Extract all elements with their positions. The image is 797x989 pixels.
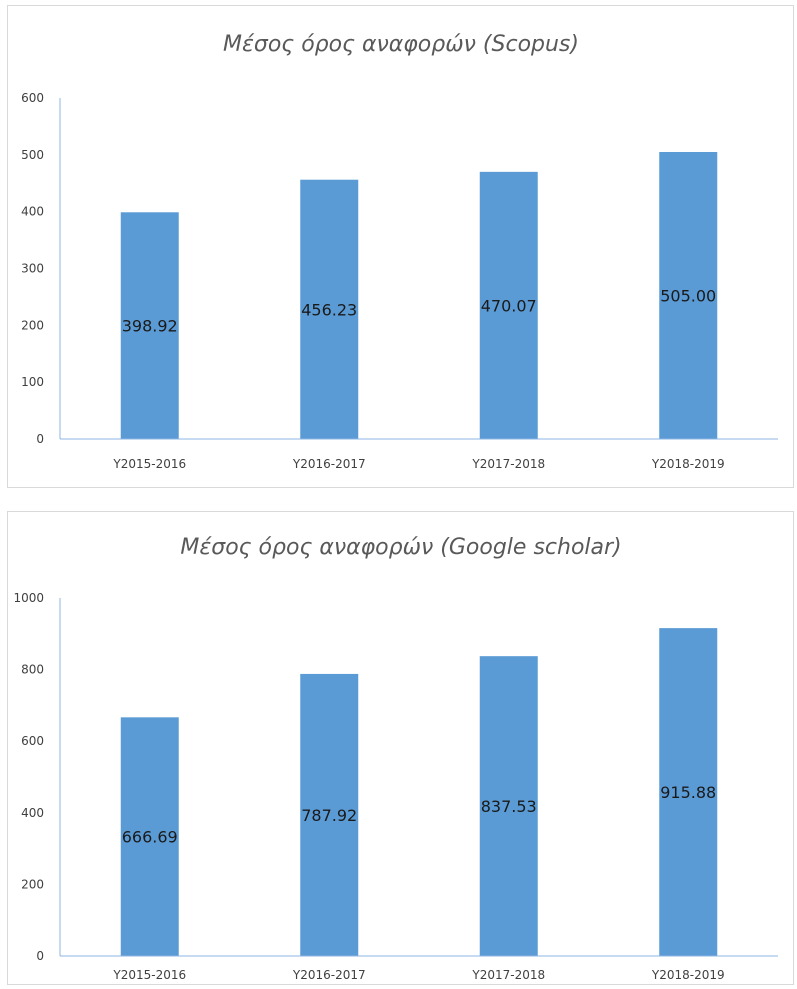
category-label: Y2015-2016 [112, 457, 186, 471]
data-label: 456.23 [301, 300, 357, 319]
chart-google-scholar-svg: Μέσος όρος αναφορών (Google scholar) 0 20… [13, 535, 778, 982]
category-label: Y2015-2016 [112, 968, 186, 982]
category-label: Y2017-2018 [471, 968, 545, 982]
data-label: 505.00 [660, 286, 716, 305]
chart-title: Μέσος όρος αναφορών (Google scholar) [180, 535, 621, 560]
chart-marks: 0 200 400 600 800 1000 666.69 Y2015-2016 787.92 Y… [13, 591, 778, 982]
y-tick-label: 600 [21, 734, 44, 748]
y-tick-label: 0 [36, 432, 44, 446]
data-label: 787.92 [301, 806, 357, 825]
y-tick-label: 0 [36, 949, 44, 963]
y-tick-label: 400 [21, 806, 44, 820]
y-tick-label: 300 [21, 262, 44, 276]
y-tick-label: 600 [21, 91, 44, 105]
category-label: Y2018-2019 [651, 457, 725, 471]
data-label: 398.92 [122, 317, 178, 336]
category-label: Y2016-2017 [292, 457, 366, 471]
chart-scopus: Μέσος όρος αναφορών (Scopus) 0 100 200 300 4… [7, 5, 794, 488]
category-label: Y2017-2018 [471, 457, 545, 471]
chart-marks: 0 100 200 300 400 500 600 398.92 Y2015-2016 456.2… [21, 91, 778, 471]
bar [300, 179, 359, 439]
y-tick-label: 200 [21, 877, 44, 891]
category-label: Y2018-2019 [651, 968, 725, 982]
chart-google-scholar: Μέσος όρος αναφορών (Google scholar) 0 20… [7, 511, 794, 985]
bar [659, 151, 718, 439]
data-label: 915.88 [660, 783, 716, 802]
y-tick-label: 1000 [13, 591, 44, 605]
y-tick-label: 500 [21, 148, 44, 162]
y-tick-label: 400 [21, 205, 44, 219]
data-label: 470.07 [481, 296, 537, 315]
bar [120, 717, 179, 956]
chart-scopus-svg: Μέσος όρος αναφορών (Scopus) 0 100 200 300 4… [21, 32, 778, 471]
y-tick-label: 100 [21, 375, 44, 389]
y-tick-label: 200 [21, 318, 44, 332]
bar [479, 656, 538, 956]
chart-title: Μέσος όρος αναφορών (Scopus) [223, 32, 579, 57]
bar [479, 171, 538, 439]
data-label: 666.69 [122, 828, 178, 847]
data-label: 837.53 [481, 797, 537, 816]
bar [120, 212, 179, 439]
category-label: Y2016-2017 [292, 968, 366, 982]
bar [659, 628, 718, 956]
y-tick-label: 800 [21, 663, 44, 677]
bar [300, 673, 359, 956]
